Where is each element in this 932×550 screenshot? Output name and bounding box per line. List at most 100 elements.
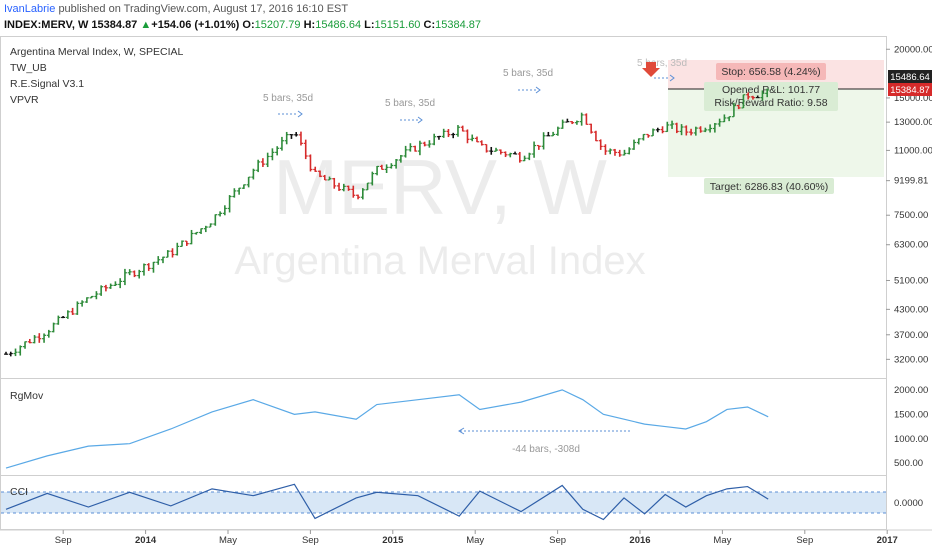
price-bar[interactable] <box>603 144 608 155</box>
price-bar[interactable] <box>146 263 151 271</box>
price-bar[interactable] <box>284 131 289 145</box>
price-bar[interactable] <box>246 176 251 188</box>
price-bar[interactable] <box>213 214 218 226</box>
price-bar[interactable] <box>746 92 751 100</box>
price-bar[interactable] <box>541 132 546 150</box>
price-bar[interactable] <box>303 139 308 160</box>
price-bar[interactable] <box>370 171 375 186</box>
price-bar[interactable] <box>636 138 641 145</box>
price-bar[interactable] <box>99 285 104 296</box>
price-bar[interactable] <box>256 159 261 173</box>
price-bar[interactable] <box>503 151 508 158</box>
price-bar[interactable] <box>80 300 85 307</box>
price-bar[interactable] <box>308 154 313 172</box>
price-bar[interactable] <box>389 163 394 169</box>
price-bar[interactable] <box>122 268 127 286</box>
price-bar[interactable] <box>727 116 732 122</box>
price-bar[interactable] <box>417 140 422 156</box>
price-bar[interactable] <box>108 283 113 289</box>
price-bar[interactable] <box>451 132 456 139</box>
price-bar[interactable] <box>436 135 441 140</box>
price-bar[interactable] <box>617 149 622 157</box>
price-bar[interactable] <box>65 310 70 319</box>
price-bar[interactable] <box>546 131 551 137</box>
price-bar[interactable] <box>279 136 284 151</box>
price-bar[interactable] <box>113 281 118 287</box>
chart-canvas[interactable]: MERV, W Argentina Merval Index Stop: 656… <box>0 36 932 550</box>
price-bar[interactable] <box>646 133 651 138</box>
price-bar[interactable] <box>565 118 570 123</box>
price-bar[interactable] <box>698 126 703 133</box>
price-bar[interactable] <box>593 130 598 142</box>
price-bar[interactable] <box>4 351 8 355</box>
price-bar[interactable] <box>32 335 37 344</box>
price-bar[interactable] <box>70 307 75 315</box>
price-bar[interactable] <box>84 297 89 303</box>
price-bar[interactable] <box>750 95 755 100</box>
price-bar[interactable] <box>227 195 232 213</box>
price-bar[interactable] <box>598 139 603 150</box>
price-bar[interactable] <box>655 127 660 133</box>
price-bar[interactable] <box>570 121 575 125</box>
price-bar[interactable] <box>194 231 199 235</box>
price-bar[interactable] <box>684 125 689 136</box>
price-bar[interactable] <box>394 159 399 169</box>
price-bar[interactable] <box>755 95 760 99</box>
price-bar[interactable] <box>712 122 717 133</box>
price-bar[interactable] <box>56 315 61 325</box>
price-bar[interactable] <box>375 165 380 176</box>
price-bar[interactable] <box>432 133 437 146</box>
price-bar[interactable] <box>498 149 503 155</box>
price-bar[interactable] <box>422 141 427 147</box>
price-bar[interactable] <box>403 145 408 158</box>
price-bar[interactable] <box>455 125 460 137</box>
price-bar[interactable] <box>199 228 204 235</box>
price-bar[interactable] <box>579 112 584 126</box>
price-bar[interactable] <box>736 104 741 110</box>
price-bar[interactable] <box>42 333 47 343</box>
price-bar[interactable] <box>23 341 28 349</box>
price-bar[interactable] <box>356 194 361 200</box>
price-bar[interactable] <box>317 170 322 178</box>
price-bar[interactable] <box>560 119 565 129</box>
price-bar[interactable] <box>184 240 189 246</box>
price-bar[interactable] <box>608 148 613 155</box>
price-bar[interactable] <box>170 248 175 258</box>
price-bar[interactable] <box>474 136 479 143</box>
price-bar[interactable] <box>13 348 18 357</box>
price-bar[interactable] <box>346 185 351 191</box>
price-bar[interactable] <box>574 120 579 125</box>
price-bar[interactable] <box>141 263 146 276</box>
price-bar[interactable] <box>379 164 384 170</box>
price-bar[interactable] <box>622 149 627 156</box>
price-bar[interactable] <box>689 128 694 136</box>
price-bar[interactable] <box>508 152 513 158</box>
price-bar[interactable] <box>313 166 318 172</box>
price-bar[interactable] <box>265 152 270 168</box>
price-bar[interactable] <box>731 102 736 118</box>
price-bar[interactable] <box>8 351 13 357</box>
price-bar[interactable] <box>465 129 470 144</box>
time-axis[interactable]: Sep2014MaySep2015MaySep2016MaySep2017May… <box>55 530 932 546</box>
price-bar[interactable] <box>660 126 665 134</box>
price-bar[interactable] <box>641 133 646 141</box>
price-bar[interactable] <box>218 211 223 217</box>
price-bar[interactable] <box>241 184 246 189</box>
price-bar[interactable] <box>270 148 275 161</box>
price-bar[interactable] <box>260 158 265 167</box>
price-bar[interactable] <box>327 176 332 181</box>
price-bar[interactable] <box>175 242 180 256</box>
price-bar[interactable] <box>118 278 123 289</box>
price-bar[interactable] <box>722 114 727 123</box>
price-bar[interactable] <box>693 126 698 136</box>
price-bar[interactable] <box>237 187 242 195</box>
price-bar[interactable] <box>337 182 342 191</box>
price-bar[interactable] <box>460 125 465 132</box>
price-bar[interactable] <box>165 250 170 258</box>
price-bar[interactable] <box>441 128 446 138</box>
price-bar[interactable] <box>208 223 213 228</box>
price-bar[interactable] <box>670 120 675 129</box>
price-bar[interactable] <box>536 144 541 150</box>
price-bar[interactable] <box>127 269 132 276</box>
price-bar[interactable] <box>75 301 80 315</box>
